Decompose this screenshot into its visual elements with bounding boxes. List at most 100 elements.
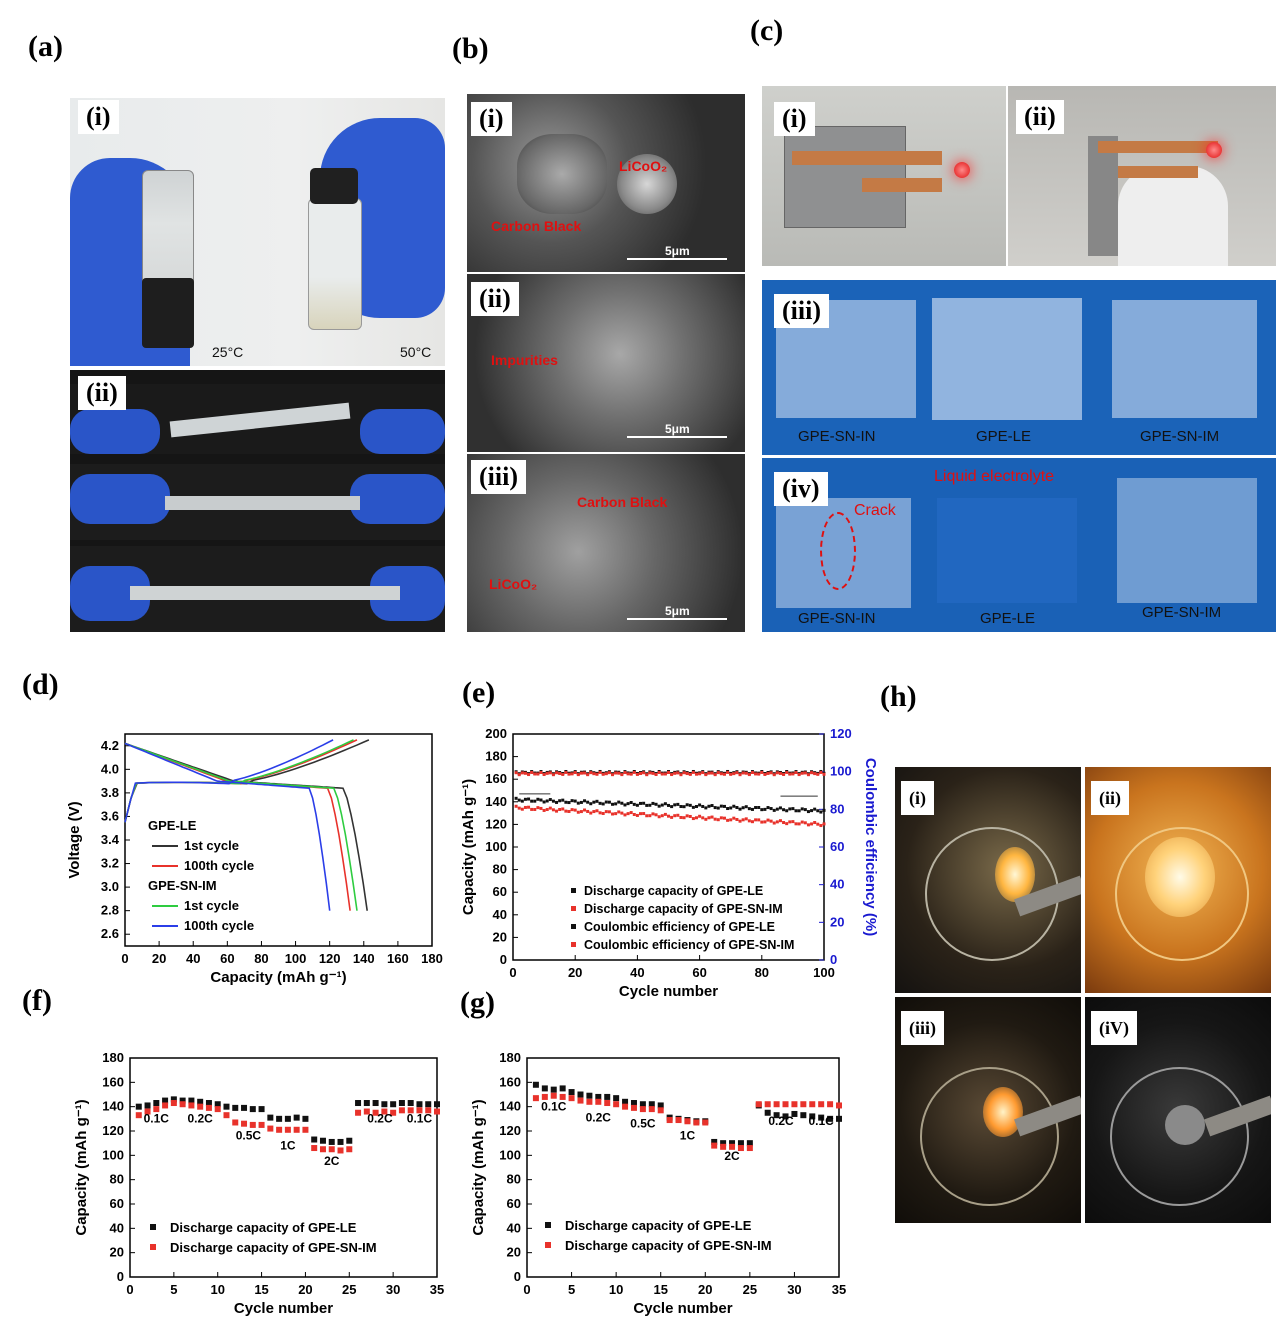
e-data-point xyxy=(701,804,705,808)
e-data-point xyxy=(657,815,661,819)
g-ytick-label: 100 xyxy=(499,1147,521,1162)
e-data-point xyxy=(726,807,730,811)
e-data-point xyxy=(611,802,615,806)
f-data-point xyxy=(355,1100,362,1107)
g-xtick-label: 5 xyxy=(568,1282,575,1297)
e-data-point xyxy=(564,800,568,804)
e-xtick-label: 20 xyxy=(568,965,582,980)
e-data-point xyxy=(785,809,789,813)
g-data-point xyxy=(586,1092,593,1099)
f-xtick-label: 30 xyxy=(386,1282,400,1297)
e-data-point xyxy=(626,812,630,816)
f-data-point xyxy=(197,1098,204,1105)
e-data-point xyxy=(635,772,639,776)
e-data-point xyxy=(626,802,630,806)
f-data-point xyxy=(398,1107,405,1114)
sublabel-c-ii: (ii) xyxy=(1016,100,1064,134)
photo-flame-3: (iii) xyxy=(895,997,1081,1223)
g-xtick-label: 25 xyxy=(743,1282,757,1297)
g-data-point xyxy=(568,1089,575,1096)
e-legend-marker xyxy=(571,942,576,947)
e-data-point xyxy=(791,820,795,824)
annot-liquid-electrolyte: Liquid electrolyte xyxy=(934,468,1055,485)
e-data-point xyxy=(735,771,739,775)
e-data-point xyxy=(542,808,546,812)
e-data-point xyxy=(642,771,646,775)
e-data-point xyxy=(747,819,751,823)
e-data-point xyxy=(785,822,789,826)
g-data-point xyxy=(720,1140,727,1147)
e-data-point xyxy=(810,822,814,826)
g-data-point xyxy=(577,1097,584,1104)
sem-image-3: (iii) Carbon Black LiCoO₂ 5μm xyxy=(467,454,745,632)
e-data-point xyxy=(589,771,593,775)
g-data-point xyxy=(541,1093,548,1100)
e-data-point xyxy=(782,808,786,812)
g-data-point xyxy=(622,1098,629,1105)
e-data-point xyxy=(586,800,590,804)
d-xtick-label: 180 xyxy=(421,951,443,966)
e-data-point xyxy=(539,806,543,810)
f-xtick-label: 5 xyxy=(170,1282,177,1297)
e-data-point xyxy=(813,807,817,811)
e-data-point xyxy=(539,798,543,802)
f-data-point xyxy=(223,1103,230,1110)
g-data-point xyxy=(541,1085,548,1092)
g-data-point xyxy=(559,1085,566,1092)
sublabel-a-ii: (ii) xyxy=(78,376,126,410)
f-rate-label: 0.1C xyxy=(407,1111,433,1125)
f-data-point xyxy=(205,1100,212,1107)
d-legend-label: 100th cycle xyxy=(184,918,254,933)
e-data-point xyxy=(800,820,804,824)
g-ylabel: Capacity (mAh g⁻¹) xyxy=(470,1099,487,1235)
scale-text-2: 5μm xyxy=(665,422,690,436)
e-data-point xyxy=(688,772,692,776)
g-data-point xyxy=(720,1143,727,1150)
e-data-point xyxy=(663,802,667,806)
photo-flame-1: (i) xyxy=(895,767,1081,993)
f-ylabel: Capacity (mAh g⁻¹) xyxy=(73,1099,90,1235)
g-ytick-label: 20 xyxy=(507,1245,521,1260)
e-ytick-label: 0 xyxy=(500,952,507,967)
f-data-point xyxy=(434,1108,440,1115)
e-data-point xyxy=(570,799,574,803)
e-data-point xyxy=(800,771,804,775)
e-data-point xyxy=(623,771,627,775)
e-data-point xyxy=(657,770,661,774)
e-data-point xyxy=(732,816,736,820)
g-data-point xyxy=(764,1101,771,1108)
photo-led-bent: (ii) xyxy=(1008,86,1276,266)
f-ytick-label: 100 xyxy=(102,1147,124,1162)
e-data-point xyxy=(822,822,826,826)
d-ylabel: Voltage (V) xyxy=(66,801,83,878)
g-xlabel: Cycle number xyxy=(633,1300,732,1317)
f-data-point xyxy=(337,1147,344,1154)
g-data-point xyxy=(827,1115,834,1122)
annot-impurities: Impurities xyxy=(491,352,558,368)
f-xtick-label: 0 xyxy=(126,1282,133,1297)
g-data-point xyxy=(666,1117,673,1124)
e-data-point xyxy=(778,771,782,775)
f-data-point xyxy=(434,1101,440,1108)
e-legend-marker xyxy=(571,888,576,893)
e-xtick-label: 60 xyxy=(692,965,706,980)
g-xtick-label: 35 xyxy=(832,1282,846,1297)
e-data-point xyxy=(617,771,621,775)
e-data-point xyxy=(533,772,537,776)
e-data-point xyxy=(530,807,534,811)
e-data-point xyxy=(726,818,730,822)
f-data-point xyxy=(398,1100,405,1107)
f-rate-label: 1C xyxy=(280,1138,296,1152)
e-data-point xyxy=(757,772,761,776)
g-rate-label: 2C xyxy=(724,1149,740,1163)
f-data-point xyxy=(346,1146,353,1153)
e-data-point xyxy=(645,773,649,777)
e-ytick-label: 140 xyxy=(485,794,507,809)
f-ytick-label: 160 xyxy=(102,1074,124,1089)
e-data-point xyxy=(654,802,658,806)
g-data-point xyxy=(550,1086,557,1093)
f-data-point xyxy=(381,1108,388,1115)
e-data-point xyxy=(682,816,686,820)
e-data-point xyxy=(744,771,748,775)
sample-label-2: GPE-LE xyxy=(976,428,1032,445)
